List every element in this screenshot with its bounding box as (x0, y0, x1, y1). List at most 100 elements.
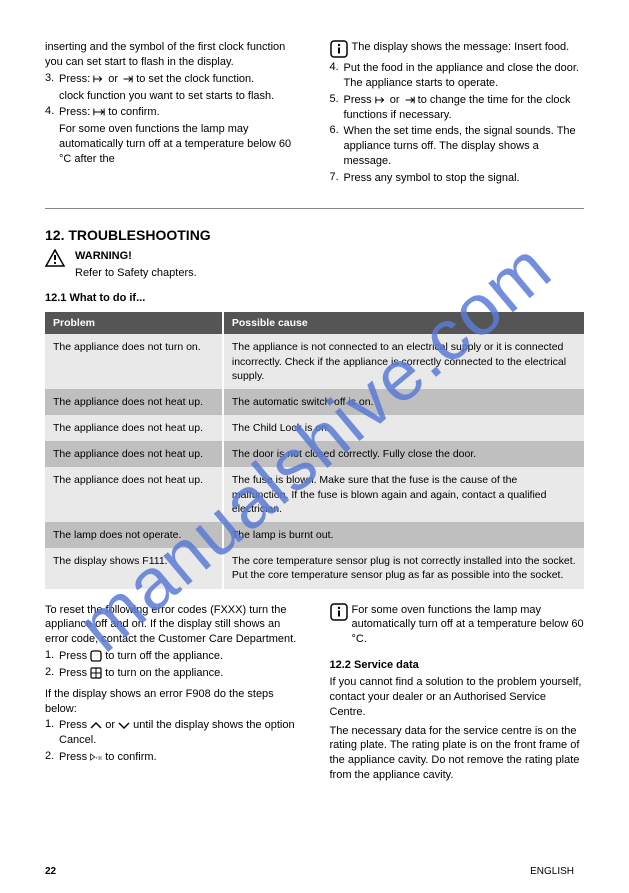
table-row: The appliance does not heat up.The door … (45, 441, 584, 467)
table-header-row: Problem Possible cause (45, 312, 584, 334)
f908-text: If the display shows an error F908 do th… (45, 687, 300, 717)
warning-text-block: WARNING! Refer to Safety chapters. (75, 249, 197, 283)
step-5r: 5. Press or to change the time for the c… (330, 93, 585, 125)
step-text: Press or to change the time for the cloc… (344, 93, 585, 123)
step-number: 1. (45, 718, 59, 750)
step-b2b: 2. Press +30 to confirm. (45, 750, 300, 767)
cell-problem: The appliance does not heat up. (45, 467, 223, 522)
cell-problem: The appliance does not heat up. (45, 415, 223, 441)
svg-text:+30: +30 (96, 756, 103, 761)
table-row: The appliance does not heat up.The autom… (45, 389, 584, 415)
section-divider (45, 208, 584, 209)
t: Press (59, 667, 90, 679)
up-chevron-icon (90, 719, 102, 731)
info-box-2: For some oven functions the lamp may aut… (330, 603, 585, 650)
play30-icon: +30 (90, 751, 102, 763)
step-number: 7. (330, 171, 344, 188)
top-left-col: inserting and the symbol of the first cl… (45, 40, 300, 188)
step-b1: 1. Press to turn off the appliance. (45, 649, 300, 666)
step-text: Press +30 to confirm. (59, 750, 157, 765)
step-number: 6. (330, 124, 344, 171)
cell-cause: The lamp is burnt out. (223, 522, 584, 548)
col-problem: Problem (45, 312, 223, 334)
table-row: The appliance does not heat up.The Child… (45, 415, 584, 441)
subsection-12-2: 12.2 Service data (330, 659, 585, 671)
grid-icon (90, 667, 102, 679)
info-text: The display shows the message: Insert fo… (352, 40, 585, 55)
t: to turn on the appliance. (105, 667, 223, 679)
cell-problem: The display shows F111. (45, 548, 223, 588)
step-number: 1. (45, 649, 59, 666)
top-columns: inserting and the symbol of the first cl… (45, 40, 584, 188)
bottom-right-col: For some oven functions the lamp may aut… (330, 603, 585, 785)
t: Press: (59, 106, 93, 118)
start-arrow-icon (375, 94, 387, 106)
cell-cause: The fuse is blown. Make sure that the fu… (223, 467, 584, 522)
start-arrow-icon (93, 73, 105, 85)
problems-table: Problem Possible cause The appliance doe… (45, 312, 584, 588)
top-right-col: The display shows the message: Insert fo… (330, 40, 585, 188)
step-text: Put the food in the appliance and close … (344, 61, 585, 91)
step-text: Press any symbol to stop the signal. (344, 171, 520, 186)
step-number: 4. (330, 61, 344, 93)
subsection-title: Service data (354, 659, 419, 671)
t: Press: (59, 73, 93, 85)
cell-problem: The appliance does not heat up. (45, 441, 223, 467)
warning-label: WARNING! (75, 249, 197, 264)
cell-cause: The Child Lock is on. (223, 415, 584, 441)
cell-cause: The appliance is not connected to an ele… (223, 334, 584, 389)
step-b1b: 1. Press or until the display shows the … (45, 718, 300, 750)
confirm-arrow-icon (93, 106, 105, 118)
step-number: 2. (45, 666, 59, 683)
subsection-number: 12.2 (330, 659, 351, 671)
subsection-number: 12.1 (45, 292, 66, 304)
step-number: 5. (330, 93, 344, 125)
step-number: 2. (45, 750, 59, 767)
step-3: 3. Press: or to set the clock function. (45, 72, 300, 89)
cell-cause: The core temperature sensor plug is not … (223, 548, 584, 588)
t: Press (59, 751, 90, 763)
t: Press (59, 650, 90, 662)
page-footer: 22 ENGLISH (0, 866, 629, 877)
step-4r: 4. Put the food in the appliance and clo… (330, 61, 585, 93)
warning-sub: Refer to Safety chapters. (75, 266, 197, 281)
section-heading: 12. TROUBLESHOOTING (45, 227, 584, 243)
bottom-left-col: To reset the following error codes (FXXX… (45, 603, 300, 785)
t: Press (344, 94, 375, 106)
step-number: 4. (45, 105, 59, 122)
info-text-2: For some oven functions the lamp may aut… (352, 603, 585, 648)
reset-text: To reset the following error codes (FXXX… (45, 603, 300, 648)
end-arrow-icon (121, 73, 133, 85)
indent-text: clock function you want to set starts to… (59, 89, 300, 104)
cell-cause: The automatic switch-off is on. (223, 389, 584, 415)
step-number: 3. (45, 72, 59, 89)
info-box-1: The display shows the message: Insert fo… (330, 40, 585, 61)
col-cause: Possible cause (223, 312, 584, 334)
table-row: The appliance does not heat up.The fuse … (45, 467, 584, 522)
t: or (390, 94, 403, 106)
end-arrow-icon (403, 94, 415, 106)
t: to turn off the appliance. (105, 650, 223, 662)
page-number: 22 (45, 866, 56, 877)
subsection-heading: 12.1 What to do if... (45, 292, 584, 304)
step-text: When the set time ends, the signal sound… (344, 124, 585, 169)
warning-block: WARNING! Refer to Safety chapters. (45, 249, 584, 283)
warning-icon (45, 249, 65, 270)
t: to confirm. (108, 106, 159, 118)
cell-problem: The appliance does not turn on. (45, 334, 223, 389)
table-row: The display shows F111.The core temperat… (45, 548, 584, 588)
language-label: ENGLISH (530, 866, 574, 877)
bottom-columns: To reset the following error codes (FXXX… (45, 603, 584, 785)
section-number: 12. (45, 227, 64, 243)
step-6r: 6. When the set time ends, the signal so… (330, 124, 585, 171)
indent-text-2: For some oven functions the lamp may aut… (59, 122, 300, 167)
step-b2: 2. Press to turn on the appliance. (45, 666, 300, 683)
step-text: Press to turn off the appliance. (59, 649, 223, 664)
t: or (108, 73, 121, 85)
step-text: Press: to confirm. (59, 105, 160, 120)
section-title-text: TROUBLESHOOTING (68, 227, 210, 243)
subsection-title: What to do if... (69, 292, 145, 304)
step-text: Press or until the display shows the opt… (59, 718, 300, 748)
info-icon (330, 40, 348, 61)
t: Press (59, 719, 90, 731)
